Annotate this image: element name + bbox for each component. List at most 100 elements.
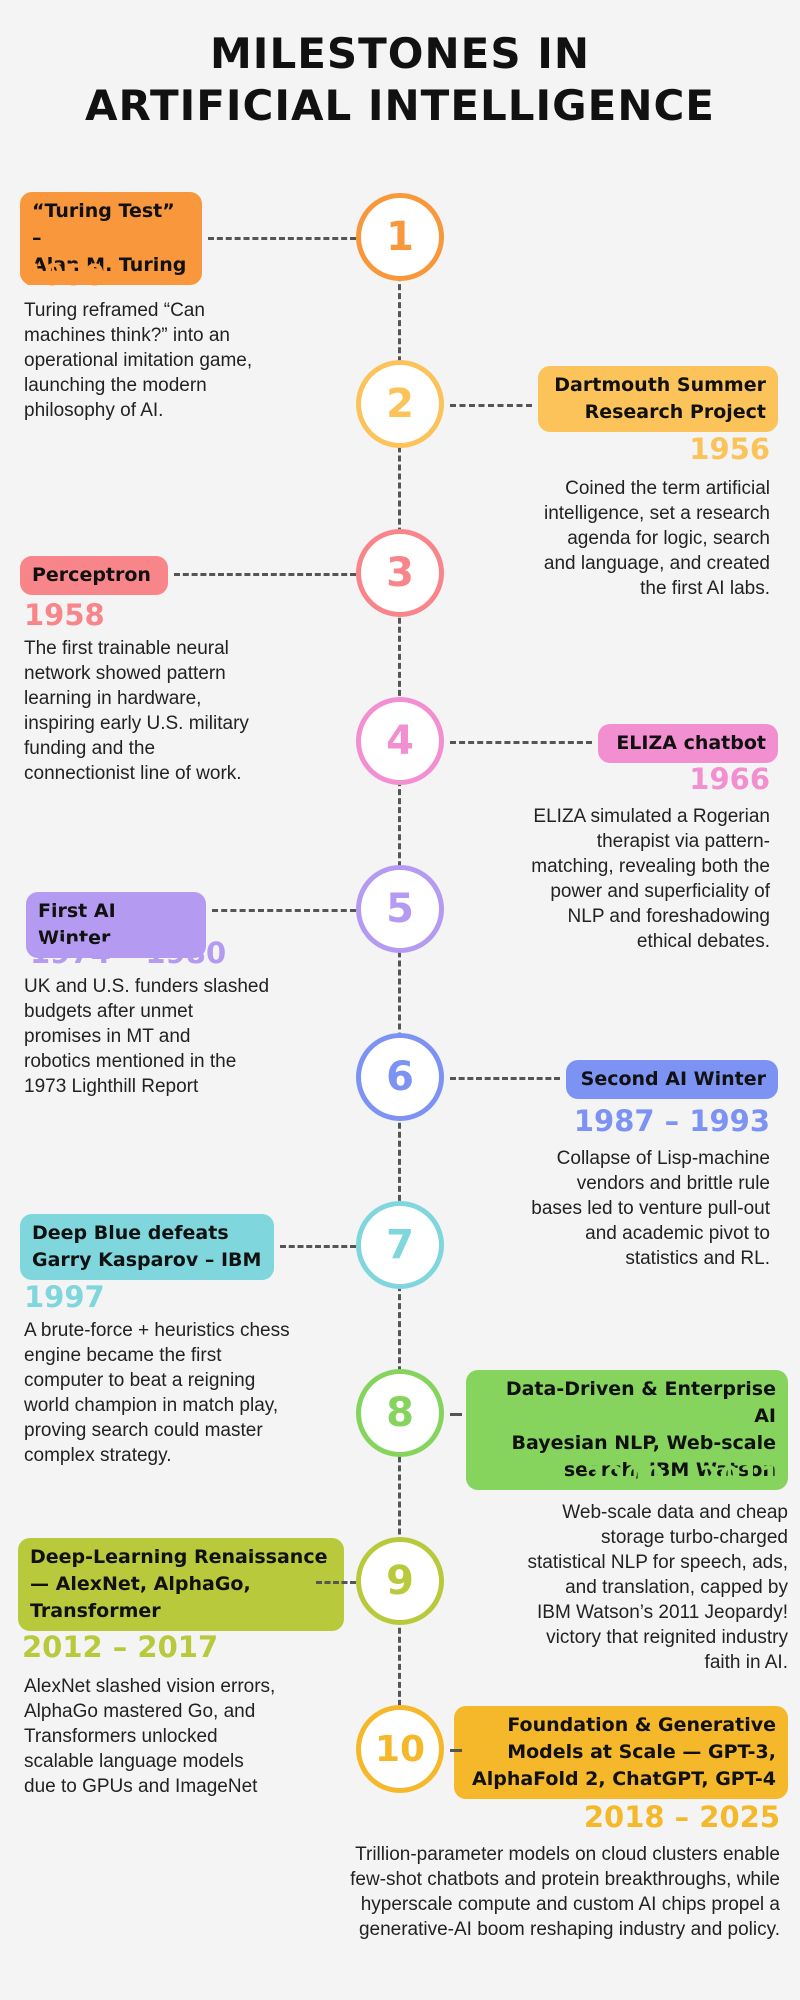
label-line: Bayesian NLP, Web-scale (511, 1432, 777, 1454)
milestone-label-5: First AI Winter (26, 892, 206, 958)
description-line: inspiring early U.S. military (24, 713, 249, 734)
milestone-description-7: A brute-force + heuristics chess engine b… (24, 1318, 374, 1468)
milestone-label-7: Deep Blue defeats Garry Kasparov – IBM (20, 1214, 274, 1280)
label-line: Deep-Learning Renaissance (30, 1546, 328, 1568)
label-line: Perceptron (32, 564, 151, 586)
description-line: The first trainable neural (24, 638, 229, 659)
milestone-circle-2: 2 (356, 360, 444, 448)
description-line: matching, revealing both the (531, 856, 770, 877)
description-line: learning in hardware, (24, 688, 202, 709)
milestone-circle-9: 9 (356, 1537, 444, 1625)
label-line: Second AI Winter (580, 1068, 766, 1090)
description-line: promises in MT and (24, 1026, 191, 1047)
label-line: First AI Winter (38, 900, 116, 949)
label-line: “Turing Test” – (32, 200, 175, 249)
description-line: complex strategy. (24, 1445, 172, 1466)
description-line: statistics and RL. (625, 1248, 770, 1269)
milestone-year-3: 1958 (24, 598, 105, 632)
description-line: ELIZA simulated a Rogerian (533, 806, 770, 827)
milestone-year-6: 1987 – 1993 (573, 1104, 770, 1138)
description-line: ethical debates. (636, 931, 770, 952)
description-line: the first AI labs. (640, 578, 770, 599)
connector-line-5 (212, 909, 356, 912)
description-line: vendors and brittle rule (576, 1173, 770, 1194)
title-line: ARTIFICIAL INTELLIGENCE (85, 81, 715, 130)
description-line: Trillion-parameter models on cloud clust… (355, 1844, 780, 1865)
connector-line-9 (316, 1581, 356, 1584)
description-line: philosophy of AI. (24, 400, 164, 421)
milestone-year-5: 1974 – 1980 (30, 936, 227, 970)
milestone-year-8: 2000 – 2011 (583, 1460, 780, 1494)
timeline-spine (398, 230, 401, 1760)
milestone-year-1: 1950 (24, 258, 105, 292)
description-line: few-shot chatbots and protein breakthrou… (350, 1869, 780, 1890)
milestone-circle-6: 6 (356, 1033, 444, 1121)
description-line: AlphaGo mastered Go, and (24, 1701, 256, 1722)
milestone-circle-5: 5 (356, 865, 444, 953)
milestone-circle-4: 4 (356, 697, 444, 785)
description-line: computer to beat a reigning (24, 1370, 256, 1391)
description-line: proving search could master (24, 1420, 263, 1441)
label-line: Data-Driven & Enterprise AI (505, 1378, 776, 1427)
milestone-description-2: Coined the term artificial intelligence, … (440, 476, 770, 601)
milestone-description-1: Turing reframed “Can machines think?” int… (24, 298, 344, 423)
milestone-year-4: 1966 (689, 762, 770, 796)
milestone-label-10: Foundation & Generative Models at Scale —… (454, 1706, 788, 1799)
description-line: launching the modern (24, 375, 207, 396)
label-line: AlphaFold 2, ChatGPT, GPT-4 (472, 1768, 776, 1790)
description-line: budgets after unmet (24, 1001, 193, 1022)
description-line: Turing reframed “Can (24, 300, 205, 321)
connector-line-10 (450, 1749, 462, 1752)
description-line: statistical NLP for speech, ads, (527, 1552, 789, 1573)
milestone-circle-10: 10 (356, 1705, 444, 1793)
description-line: due to GPUs and ImageNet (24, 1776, 258, 1797)
description-line: victory that reignited industry (546, 1627, 788, 1648)
description-line: generative-AI boom reshaping industry an… (358, 1919, 780, 1940)
description-line: therapist via pattern- (596, 831, 770, 852)
milestone-year-7: 1997 (24, 1280, 105, 1314)
milestone-label-1: “Turing Test” – Alan M. Turing (20, 192, 202, 285)
description-line: IBM Watson’s 2011 Jeopardy! (537, 1602, 788, 1623)
milestone-description-8: Web-scale data and cheap storage turbo-ch… (440, 1500, 789, 1675)
label-line: Dartmouth Summer (554, 374, 766, 396)
description-line: connectionist line of work. (24, 763, 242, 784)
connector-line-2 (450, 404, 532, 407)
description-line: Collapse of Lisp-machine (556, 1148, 770, 1169)
description-line: and language, and created (543, 553, 770, 574)
description-line: robotics mentioned in the (24, 1051, 237, 1072)
description-line: Coined the term artificial (565, 478, 770, 499)
milestone-label-3: Perceptron (20, 556, 168, 595)
milestone-year-9: 2012 – 2017 (22, 1630, 219, 1664)
connector-line-7 (280, 1245, 356, 1248)
description-line: world champion in match play, (24, 1395, 279, 1416)
milestone-description-3: The first trainable neural network showed… (24, 636, 344, 786)
label-line: Models at Scale — GPT-3, (507, 1741, 776, 1763)
description-line: UK and U.S. funders slashed (24, 976, 270, 997)
milestone-description-4: ELIZA simulated a Rogerian therapist via … (440, 804, 770, 954)
milestone-circle-8: 8 (356, 1369, 444, 1457)
description-line: machines think?” into an (24, 325, 230, 346)
milestone-description-10: Trillion-parameter models on cloud clust… (200, 1842, 780, 1942)
milestone-year-10: 2018 – 2025 (583, 1800, 780, 1834)
label-line: search, IBM Watson (563, 1459, 776, 1481)
milestone-year-2: 1956 (689, 432, 770, 466)
page-title: MILESTONES IN ARTIFICIAL INTELLIGENCE (0, 28, 800, 132)
description-line: power and superficiality of (550, 881, 770, 902)
milestone-circle-3: 3 (356, 529, 444, 617)
milestone-label-2: Dartmouth Summer Research Project (538, 366, 778, 432)
label-line: ELIZA chatbot (616, 732, 766, 754)
connector-line-8 (450, 1413, 462, 1416)
label-line: Research Project (584, 401, 766, 423)
milestone-description-6: Collapse of Lisp-machine vendors and brit… (440, 1146, 770, 1271)
description-line: agenda for logic, search (567, 528, 770, 549)
description-line: network showed pattern (24, 663, 226, 684)
description-line: NLP and foreshadowing (567, 906, 770, 927)
connector-line-1 (208, 237, 356, 240)
description-line: AlexNet slashed vision errors, (24, 1676, 276, 1697)
milestone-label-6: Second AI Winter (566, 1060, 778, 1099)
description-line: and translation, capped by (565, 1577, 788, 1598)
connector-line-4 (450, 741, 592, 744)
description-line: intelligence, set a research (543, 503, 770, 524)
milestone-description-9: AlexNet slashed vision errors, AlphaGo ma… (24, 1674, 354, 1799)
description-line: 1973 Lighthill Report (24, 1076, 199, 1097)
